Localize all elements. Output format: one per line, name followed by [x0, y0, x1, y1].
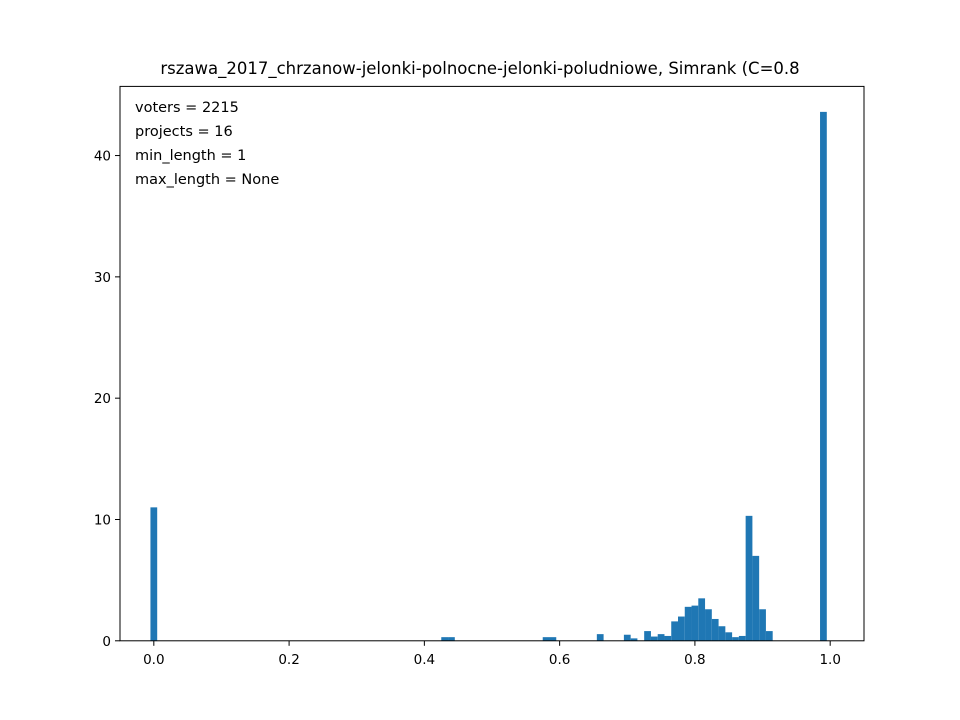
histogram-bar — [820, 111, 827, 641]
plot-frame — [119, 85, 865, 642]
histogram-bar — [549, 637, 557, 641]
chart-title: rszawa_2017_chrzanow-jelonki-polnocne-je… — [160, 59, 799, 79]
y-tick-label: 30 — [94, 270, 111, 286]
histogram-bar — [691, 605, 699, 641]
histogram-bar — [732, 637, 739, 641]
histogram-bar — [718, 626, 726, 641]
histogram-bar — [441, 637, 449, 641]
y-tick-label: 20 — [94, 391, 111, 407]
histogram-bar — [765, 631, 773, 641]
y-tick-label: 40 — [94, 149, 111, 165]
histogram-bar — [705, 609, 712, 641]
annotation-line: max_length = None — [135, 172, 279, 188]
plot-background — [120, 86, 864, 641]
histogram-bar — [650, 636, 658, 641]
y-axis: 0 10 20 30 40 — [94, 149, 120, 650]
annotation-line: min_length = 1 — [135, 148, 246, 164]
histogram-bar — [542, 637, 550, 641]
x-tick-label: 0.4 — [414, 652, 435, 668]
annotation-line: voters = 2215 — [135, 100, 239, 116]
y-tick-label: 0 — [102, 634, 111, 650]
histogram-bar — [752, 555, 760, 641]
histogram-bar — [671, 621, 678, 641]
x-tick-label: 1.0 — [819, 652, 840, 668]
x-tick-label: 0.0 — [143, 652, 164, 668]
histogram-bar — [698, 598, 706, 641]
histogram-bar — [644, 631, 651, 641]
x-tick-label: 0.6 — [549, 652, 570, 668]
histogram-bar — [623, 634, 631, 641]
histogram-bar — [725, 632, 733, 641]
histogram-bar — [684, 606, 692, 641]
histogram-bar — [738, 635, 746, 641]
histogram-bar — [150, 507, 158, 641]
y-tick-label: 10 — [94, 512, 111, 528]
histogram-bar — [678, 616, 685, 641]
histogram-bar — [664, 635, 672, 641]
x-tick-label: 0.2 — [278, 652, 299, 668]
x-tick-label: 0.8 — [684, 652, 705, 668]
histogram-bar — [745, 515, 753, 641]
histogram-bar — [448, 637, 455, 641]
annotations: voters = 2215 projects = 16 min_length = 1… — [135, 100, 279, 188]
histogram-bar — [711, 618, 719, 641]
x-axis: 0.0 0.2 0.4 0.6 0.8 1.0 — [143, 640, 841, 668]
histogram-bar — [657, 634, 665, 641]
histogram-bar — [596, 634, 604, 641]
histogram-bar — [630, 638, 638, 641]
annotation-line: projects = 16 — [135, 124, 233, 140]
bars-group — [150, 111, 827, 641]
histogram-bar — [759, 609, 766, 641]
